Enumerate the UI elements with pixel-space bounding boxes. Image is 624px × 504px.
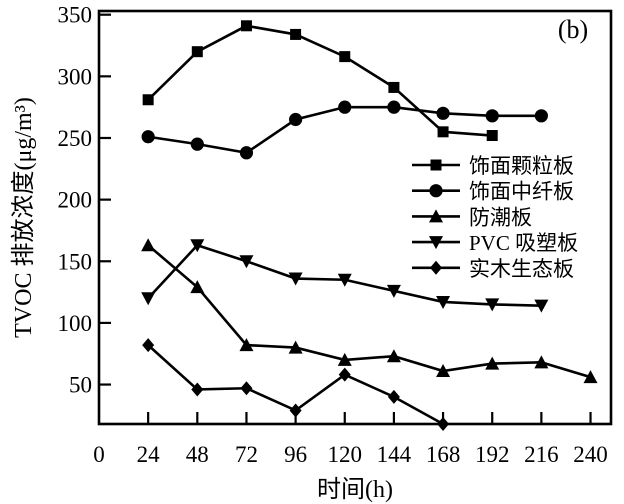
x-tick-label: 168 (426, 442, 461, 467)
triangle-up-marker-point (436, 363, 451, 377)
triangle-down-marker-point (386, 284, 401, 298)
x-tick-label: 96 (284, 442, 307, 467)
diamond-marker-point (437, 417, 450, 431)
square-marker-point (486, 130, 498, 142)
triangle-down-marker-point (141, 292, 156, 306)
triangle-up-marker-point (288, 340, 303, 354)
x-tick-label: 144 (377, 442, 412, 467)
y-axis-title: TVOC 排放浓度(μg/m³) (10, 97, 37, 338)
triangle-up-marker-point (239, 338, 254, 352)
triangle-up-marker-legend (429, 209, 443, 223)
diamond-marker-point (240, 381, 253, 396)
y-tick-label: 200 (58, 188, 93, 213)
series-line-circle (147, 105, 542, 155)
triangle-down-marker-point (288, 272, 303, 286)
triangle-up-marker-point (485, 356, 500, 370)
diamond-marker-point (191, 382, 204, 397)
triangle-down-marker-point (239, 255, 254, 269)
square-marker-point (388, 81, 400, 93)
triangle-down-marker-point (436, 295, 451, 309)
x-tick-label: 240 (573, 442, 608, 467)
circle-marker-point (141, 130, 155, 144)
plot-border (97, 9, 613, 426)
diamond-marker-point (387, 389, 400, 404)
legend-label: 饰面颗粒板 (469, 154, 574, 178)
triangle-down-marker-point (190, 239, 205, 253)
triangle-down-marker-point (337, 273, 352, 287)
triangle-down-marker-point (485, 298, 500, 312)
circle-marker-point (534, 109, 548, 123)
series-line-square (147, 24, 493, 137)
legend-label: 防潮板 (469, 205, 532, 229)
circle-marker-legend (429, 184, 443, 198)
circle-marker-point (387, 100, 401, 114)
square-marker-point (437, 126, 449, 138)
x-tick-label: 0 (93, 442, 105, 467)
circle-marker-point (190, 137, 204, 151)
circle-marker-point (338, 100, 352, 114)
square-marker-point (290, 28, 302, 40)
y-tick-label: 50 (69, 373, 92, 398)
y-tick-label: 300 (58, 64, 93, 89)
diamond-marker-point (142, 338, 155, 353)
x-tick-label: 72 (235, 442, 258, 467)
square-marker-point (191, 46, 203, 58)
triangle-up-marker-point (141, 238, 156, 252)
diamond-marker-point (289, 403, 302, 418)
circle-marker-point (239, 146, 254, 160)
circle-marker-point (485, 109, 499, 123)
legend-label: 实木生态板 (469, 257, 574, 281)
triangle-up-marker-point (583, 370, 598, 384)
square-marker-point (339, 51, 351, 63)
legend-label: 饰面中纤板 (469, 180, 574, 204)
panel-label: (b) (558, 15, 588, 44)
x-tick-label: 48 (186, 442, 209, 467)
triangle-up-marker-point (386, 349, 401, 363)
diamond-marker-legend (430, 260, 442, 275)
square-marker-legend (430, 159, 442, 171)
diamond-marker-point (338, 367, 351, 382)
circle-marker-point (436, 106, 450, 120)
y-tick-label: 150 (58, 249, 93, 274)
square-marker-point (240, 20, 252, 32)
series-line-triangle-up (147, 244, 591, 379)
circle-marker-point (289, 112, 303, 127)
x-axis-title: 时间(h) (317, 476, 393, 503)
x-tick-label: 120 (328, 442, 363, 467)
y-tick-label: 100 (58, 311, 93, 336)
triangle-down-marker-legend (429, 236, 443, 250)
triangle-up-marker-point (337, 352, 352, 366)
triangle-up-marker-point (534, 355, 549, 369)
x-tick-label: 192 (475, 442, 510, 467)
triangle-up-marker-point (190, 280, 205, 294)
legend-label: PVC 吸塑板 (469, 231, 578, 255)
x-tick-label: 24 (137, 442, 161, 467)
triangle-down-marker-point (534, 299, 549, 313)
square-marker-point (142, 94, 154, 106)
y-tick-label: 350 (58, 3, 93, 28)
y-tick-label: 250 (58, 126, 93, 151)
x-tick-label: 216 (524, 442, 559, 467)
